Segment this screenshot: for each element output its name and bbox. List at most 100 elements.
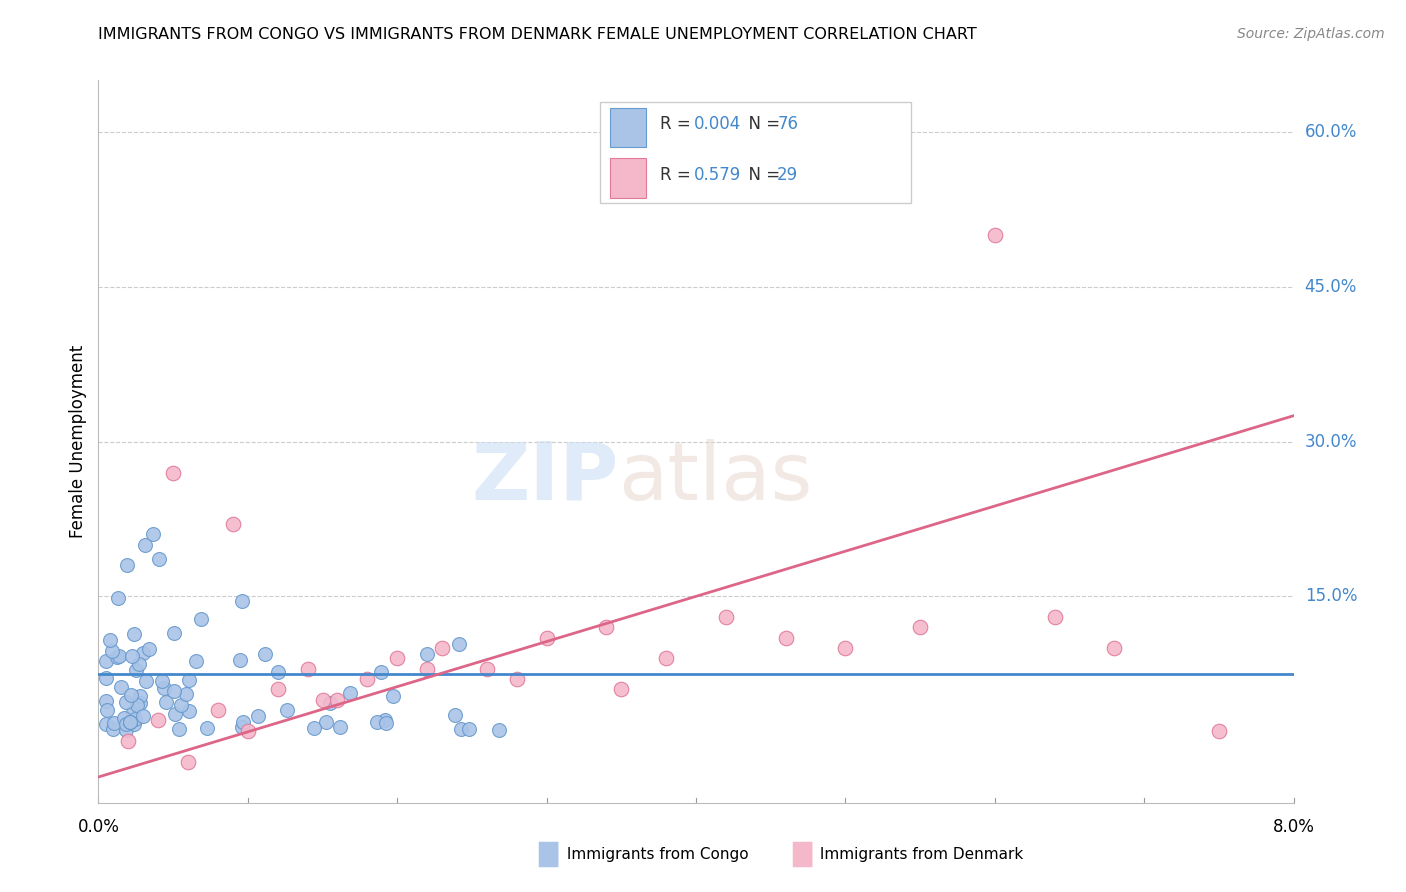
Point: [714, 610, 737, 624]
Point: [142, 527, 165, 541]
Point: [107, 648, 129, 663]
Point: [207, 703, 229, 717]
Point: [311, 692, 333, 706]
Point: [329, 721, 352, 735]
Point: [266, 665, 288, 679]
Text: 0.0%: 0.0%: [77, 818, 120, 837]
Point: [315, 715, 337, 730]
Point: [447, 637, 470, 651]
Point: [115, 723, 138, 738]
Text: Immigrants from Denmark: Immigrants from Denmark: [815, 847, 1024, 862]
FancyBboxPatch shape: [610, 108, 645, 147]
Text: Immigrants from Congo: Immigrants from Congo: [562, 847, 749, 862]
Point: [536, 631, 558, 645]
Point: [120, 714, 142, 729]
Text: R =: R =: [661, 166, 696, 184]
Text: 30.0%: 30.0%: [1305, 433, 1357, 450]
Point: [506, 672, 529, 686]
Point: [595, 620, 617, 634]
Point: [1104, 640, 1126, 655]
Point: [110, 680, 132, 694]
Point: [475, 662, 498, 676]
Point: [162, 626, 184, 640]
Point: [231, 720, 253, 734]
FancyBboxPatch shape: [600, 102, 911, 203]
Point: [120, 714, 142, 729]
Point: [326, 692, 349, 706]
Point: [101, 722, 124, 736]
Point: [163, 683, 186, 698]
Point: [984, 228, 1007, 243]
Point: [114, 711, 136, 725]
Point: [134, 538, 156, 552]
Point: [94, 693, 117, 707]
Point: [375, 716, 398, 731]
Point: [834, 640, 856, 655]
Text: IMMIGRANTS FROM CONGO VS IMMIGRANTS FROM DENMARK FEMALE UNEMPLOYMENT CORRELATION: IMMIGRANTS FROM CONGO VS IMMIGRANTS FROM…: [98, 27, 977, 42]
Point: [775, 631, 797, 645]
Point: [458, 723, 481, 737]
Point: [1043, 610, 1066, 624]
Point: [222, 517, 245, 532]
Point: [177, 704, 200, 718]
Point: [229, 653, 252, 667]
Point: [190, 612, 212, 626]
Text: 45.0%: 45.0%: [1305, 277, 1357, 296]
Point: [374, 714, 396, 728]
Text: █: █: [792, 842, 811, 867]
Point: [444, 708, 467, 723]
Point: [131, 708, 153, 723]
Point: [177, 755, 200, 769]
Point: [167, 722, 190, 736]
Point: [254, 647, 277, 661]
Point: [370, 665, 392, 679]
Point: [94, 671, 117, 685]
Point: [232, 715, 254, 730]
Point: [430, 640, 453, 655]
Point: [94, 654, 117, 668]
Point: [170, 698, 193, 712]
Point: [381, 689, 404, 703]
Point: [124, 717, 146, 731]
Point: [165, 706, 187, 721]
Point: [302, 722, 325, 736]
Point: [488, 723, 510, 738]
Point: [450, 722, 472, 736]
Point: [114, 695, 136, 709]
Point: [128, 657, 150, 672]
Point: [125, 663, 148, 677]
Point: [131, 646, 153, 660]
Point: [103, 716, 125, 731]
Point: [908, 620, 931, 634]
Text: 76: 76: [778, 115, 799, 133]
Point: [148, 552, 170, 566]
Point: [655, 651, 678, 665]
Point: [184, 654, 207, 668]
Point: [115, 558, 138, 573]
Point: [124, 712, 146, 726]
Point: [231, 593, 253, 607]
Point: [385, 651, 409, 665]
Point: [339, 686, 361, 700]
Point: [148, 713, 170, 727]
Point: [101, 643, 124, 657]
Point: [98, 633, 121, 648]
Point: [356, 672, 378, 686]
Point: [236, 723, 259, 738]
Text: 29: 29: [778, 166, 799, 184]
Point: [128, 690, 150, 704]
Point: [416, 662, 439, 676]
Point: [267, 682, 290, 697]
Text: atlas: atlas: [619, 439, 813, 516]
Point: [120, 688, 142, 702]
Point: [247, 708, 270, 723]
Point: [94, 716, 117, 731]
FancyBboxPatch shape: [610, 158, 645, 198]
Text: 60.0%: 60.0%: [1305, 123, 1357, 141]
Point: [152, 673, 174, 688]
Point: [122, 706, 145, 720]
Point: [155, 695, 177, 709]
Point: [177, 673, 200, 687]
Text: █: █: [538, 842, 558, 867]
Point: [107, 591, 129, 606]
